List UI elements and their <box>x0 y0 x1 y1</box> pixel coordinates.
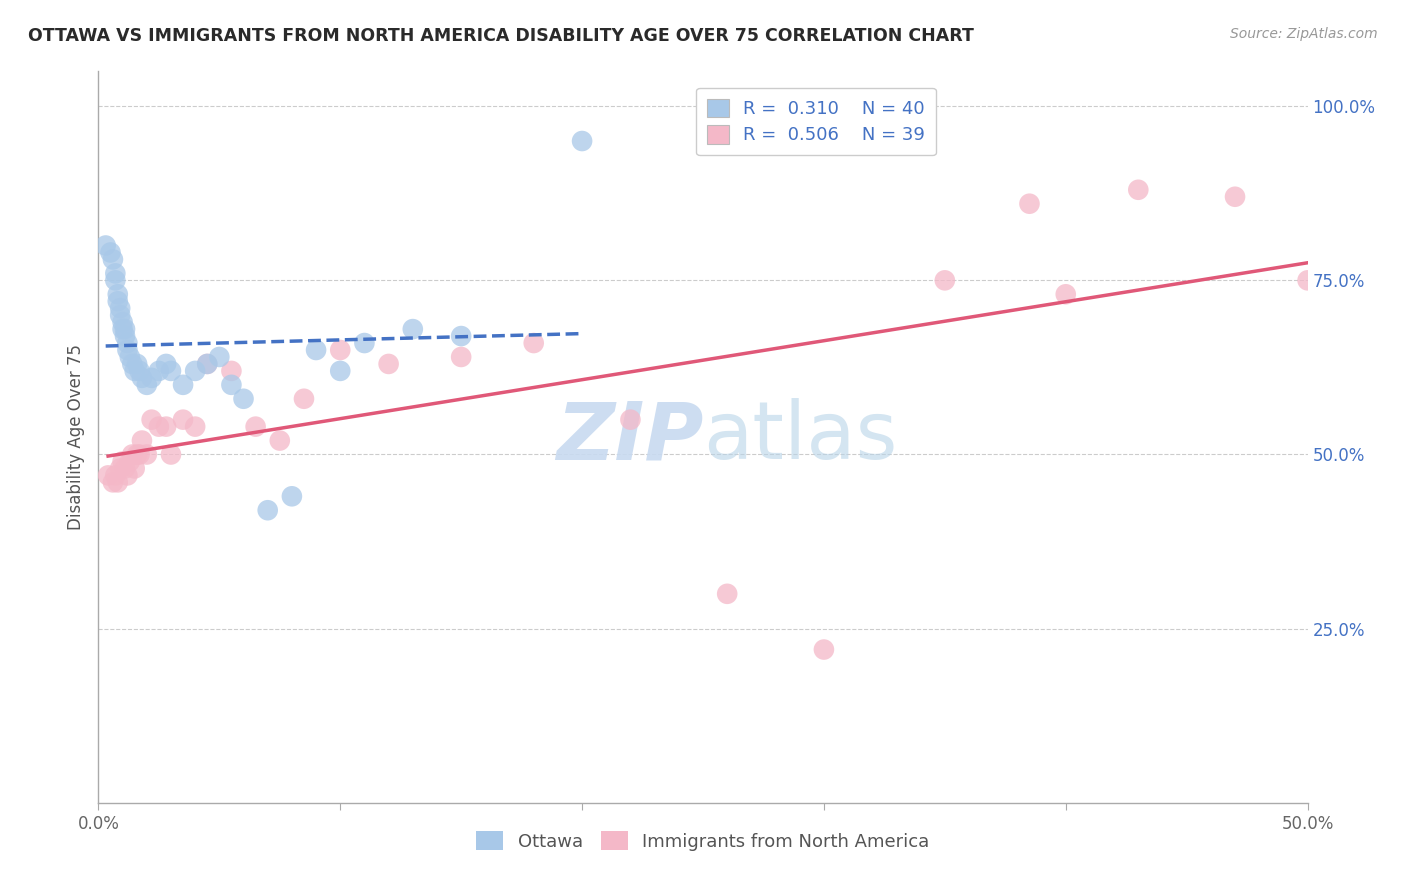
Point <box>523 336 546 351</box>
Point <box>121 448 143 462</box>
Point <box>221 364 243 378</box>
Point <box>101 475 124 490</box>
Point <box>292 392 315 406</box>
Text: atlas: atlas <box>703 398 897 476</box>
Point <box>1054 287 1077 301</box>
Point <box>104 273 127 287</box>
Point <box>221 377 243 392</box>
Point <box>141 371 163 385</box>
Point <box>108 461 131 475</box>
Point <box>118 454 141 468</box>
Point <box>256 503 278 517</box>
Point <box>117 343 139 357</box>
Point <box>141 412 163 426</box>
Point <box>107 475 129 490</box>
Point <box>195 357 218 371</box>
Point <box>104 468 127 483</box>
Point <box>716 587 738 601</box>
Point <box>107 294 129 309</box>
Point <box>402 322 425 336</box>
Point <box>195 357 218 371</box>
Point <box>1296 273 1319 287</box>
Point <box>1018 196 1040 211</box>
Point <box>104 266 127 280</box>
Point <box>108 301 131 316</box>
Point <box>118 350 141 364</box>
Text: Source: ZipAtlas.com: Source: ZipAtlas.com <box>1230 27 1378 41</box>
Point <box>155 357 177 371</box>
Point <box>117 336 139 351</box>
Point <box>124 364 146 378</box>
Point <box>160 364 183 378</box>
Point <box>813 642 835 657</box>
Point <box>94 238 117 252</box>
Point <box>127 357 149 371</box>
Point <box>450 350 472 364</box>
Point <box>127 448 149 462</box>
Legend: Ottawa, Immigrants from North America: Ottawa, Immigrants from North America <box>467 822 939 860</box>
Point <box>100 245 122 260</box>
Point <box>450 329 472 343</box>
Point <box>135 377 157 392</box>
Point <box>117 468 139 483</box>
Point <box>281 489 304 503</box>
Point <box>208 350 231 364</box>
Point <box>155 419 177 434</box>
Point <box>128 364 150 378</box>
Y-axis label: Disability Age Over 75: Disability Age Over 75 <box>66 344 84 530</box>
Point <box>111 322 134 336</box>
Point <box>101 252 124 267</box>
Point <box>619 412 641 426</box>
Point <box>184 364 207 378</box>
Text: OTTAWA VS IMMIGRANTS FROM NORTH AMERICA DISABILITY AGE OVER 75 CORRELATION CHART: OTTAWA VS IMMIGRANTS FROM NORTH AMERICA … <box>28 27 974 45</box>
Point <box>160 448 183 462</box>
Point <box>131 434 153 448</box>
Point <box>148 419 170 434</box>
Point <box>121 357 143 371</box>
Point <box>97 468 120 483</box>
Point <box>131 371 153 385</box>
Text: ZIP: ZIP <box>555 398 703 476</box>
Point <box>353 336 375 351</box>
Point <box>172 377 194 392</box>
Point <box>571 134 593 148</box>
Point <box>934 273 956 287</box>
Point <box>305 343 328 357</box>
Point <box>135 448 157 462</box>
Point <box>111 454 134 468</box>
Point <box>114 329 136 343</box>
Point <box>148 364 170 378</box>
Point <box>172 412 194 426</box>
Point <box>232 392 254 406</box>
Point <box>184 419 207 434</box>
Point <box>329 364 352 378</box>
Point <box>111 315 134 329</box>
Point <box>1128 183 1150 197</box>
Point <box>128 448 150 462</box>
Point <box>377 357 399 371</box>
Point <box>269 434 291 448</box>
Point <box>1223 190 1246 204</box>
Point <box>107 287 129 301</box>
Point <box>245 419 267 434</box>
Point <box>329 343 352 357</box>
Point <box>124 461 146 475</box>
Point <box>114 322 136 336</box>
Point <box>108 308 131 322</box>
Point <box>114 461 136 475</box>
